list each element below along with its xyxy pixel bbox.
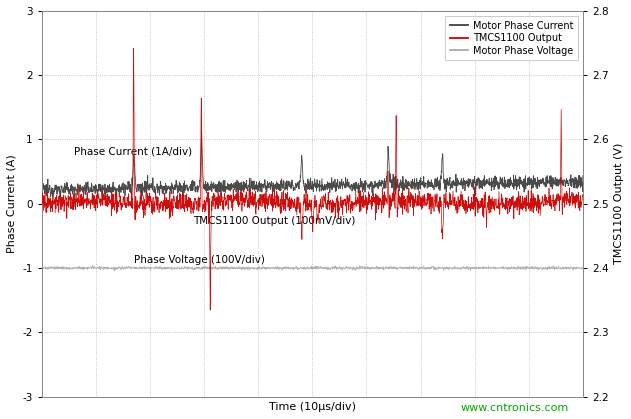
Text: www.cntronics.com: www.cntronics.com <box>461 403 569 413</box>
Text: TMCS1100 Output (100mV/div): TMCS1100 Output (100mV/div) <box>193 216 356 226</box>
Legend: Motor Phase Current, TMCS1100 Output, Motor Phase Voltage: Motor Phase Current, TMCS1100 Output, Mo… <box>445 16 578 60</box>
Text: Phase Current (1A/div): Phase Current (1A/div) <box>74 147 192 157</box>
Text: Phase Voltage (100V/div): Phase Voltage (100V/div) <box>134 255 265 265</box>
Y-axis label: Phase Current (A): Phase Current (A) <box>7 154 17 253</box>
Y-axis label: TMCS1100 Output (V): TMCS1100 Output (V) <box>614 143 624 264</box>
X-axis label: Time (10μs/div): Time (10μs/div) <box>269 402 356 412</box>
